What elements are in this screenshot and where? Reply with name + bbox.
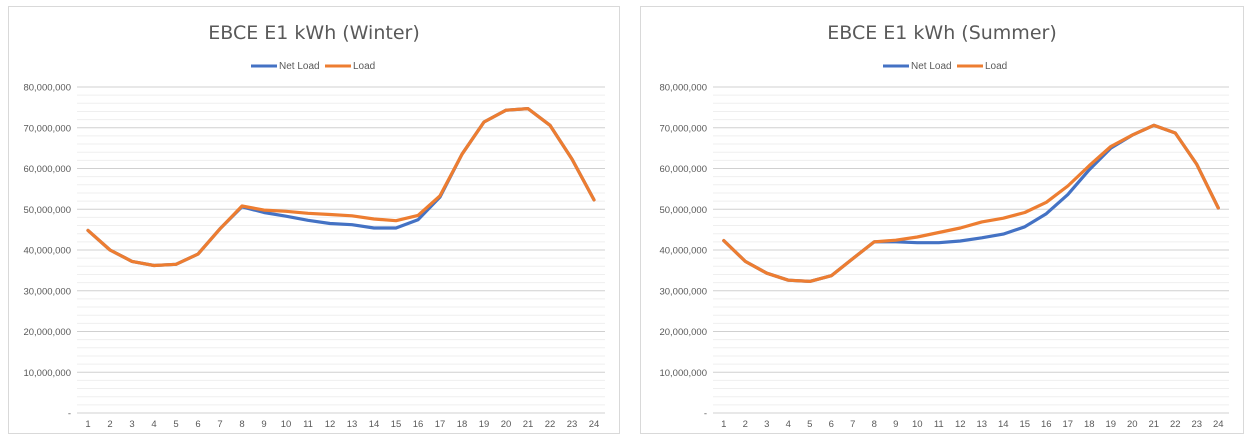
x-tick-label: 24 (589, 419, 600, 430)
legend-label-net-load: Net Load (911, 61, 952, 72)
x-tick-label: 19 (1105, 419, 1116, 430)
x-tick-label: 18 (1084, 419, 1095, 430)
y-tick-label: 60,000,000 (659, 164, 707, 175)
x-tick-label: 4 (151, 419, 156, 430)
y-tick-label: 30,000,000 (659, 286, 707, 297)
y-tick-label: 50,000,000 (659, 205, 707, 216)
y-tick-label: - (704, 409, 707, 420)
x-axis: 1 2 3 4 5 6 7 8 9 10 11 12 13 14 15 16 17 18 19 20 21 22 23 24 (85, 419, 599, 430)
y-tick-label: 70,000,000 (23, 123, 71, 134)
series-line-load (86, 106, 596, 268)
y-tick-label: 80,000,000 (659, 83, 707, 94)
y-tick-label: 60,000,000 (23, 164, 71, 175)
x-tick-label: 21 (523, 419, 534, 430)
legend-label-load: Load (985, 61, 1007, 72)
summer-chart-panel: EBCE E1 kWh (Summer) Net Load Load - 10,0… (640, 6, 1244, 434)
y-axis: - 10,000,000 20,000,000 30,000,000 40,000,00… (23, 83, 71, 420)
x-tick-label: 11 (303, 419, 313, 430)
chart-legend: Net Load Load (251, 61, 375, 72)
y-tick-label: 10,000,000 (23, 368, 71, 379)
x-tick-label: 3 (764, 419, 769, 430)
x-tick-label: 9 (261, 419, 266, 430)
x-tick-label: 11 (934, 419, 944, 430)
chart-title: EBCE E1 kWh (Winter) (208, 22, 420, 44)
x-tick-label: 5 (173, 419, 178, 430)
gridlines (77, 86, 605, 414)
x-tick-label: 8 (872, 419, 877, 430)
x-tick-label: 9 (893, 419, 898, 430)
gridlines (713, 86, 1229, 414)
x-tick-label: 17 (435, 419, 446, 430)
y-tick-label: 20,000,000 (23, 327, 71, 338)
x-tick-label: 22 (545, 419, 556, 430)
x-tick-label: 7 (217, 419, 222, 430)
x-tick-label: 16 (1041, 419, 1052, 430)
x-tick-label: 15 (391, 419, 402, 430)
x-tick-label: 13 (347, 419, 358, 430)
y-tick-label: 70,000,000 (659, 123, 707, 134)
x-axis: 1 2 3 4 5 6 7 8 9 10 11 12 13 14 15 16 17 18 19 20 21 22 23 24 (721, 419, 1223, 430)
y-tick-label: - (68, 409, 71, 420)
x-tick-label: 10 (281, 419, 292, 430)
legend-label-net-load: Net Load (279, 61, 320, 72)
x-tick-label: 23 (567, 419, 578, 430)
x-tick-label: 1 (721, 419, 726, 430)
y-tick-label: 10,000,000 (659, 368, 707, 379)
x-tick-label: 6 (829, 419, 834, 430)
y-tick-label: 50,000,000 (23, 205, 71, 216)
x-tick-label: 14 (998, 419, 1009, 430)
x-tick-label: 1 (85, 419, 90, 430)
x-tick-label: 10 (912, 419, 923, 430)
winter-chart-panel: EBCE E1 kWh (Winter) Net Load Load - 10,0… (8, 6, 620, 434)
x-tick-label: 2 (743, 419, 748, 430)
x-tick-label: 14 (369, 419, 380, 430)
x-tick-label: 2 (107, 419, 112, 430)
x-tick-label: 17 (1062, 419, 1073, 430)
x-tick-label: 4 (786, 419, 791, 430)
x-tick-label: 18 (457, 419, 468, 430)
x-tick-label: 5 (807, 419, 812, 430)
y-axis: - 10,000,000 20,000,000 30,000,000 40,000,00… (659, 83, 707, 420)
x-tick-label: 22 (1170, 419, 1181, 430)
y-tick-label: 80,000,000 (23, 83, 71, 94)
x-tick-label: 20 (1127, 419, 1138, 430)
y-tick-label: 20,000,000 (659, 327, 707, 338)
x-tick-label: 20 (501, 419, 512, 430)
x-tick-label: 12 (325, 419, 336, 430)
y-tick-label: 40,000,000 (659, 246, 707, 257)
x-tick-label: 7 (850, 419, 855, 430)
summer-chart-svg: EBCE E1 kWh (Summer) Net Load Load - 10,0… (659, 22, 1229, 430)
x-tick-label: 16 (413, 419, 424, 430)
chart-title: EBCE E1 kWh (Summer) (827, 22, 1056, 44)
x-tick-label: 24 (1213, 419, 1224, 430)
x-tick-label: 15 (1019, 419, 1030, 430)
series-line-load (722, 123, 1220, 283)
x-tick-label: 3 (129, 419, 134, 430)
x-tick-label: 12 (955, 419, 966, 430)
x-tick-label: 6 (195, 419, 200, 430)
x-tick-label: 8 (239, 419, 244, 430)
x-tick-label: 21 (1148, 419, 1159, 430)
winter-chart-svg: EBCE E1 kWh (Winter) Net Load Load - 10,0… (23, 22, 605, 430)
x-tick-label: 23 (1191, 419, 1202, 430)
y-tick-label: 30,000,000 (23, 286, 71, 297)
x-tick-label: 19 (479, 419, 490, 430)
y-tick-label: 40,000,000 (23, 246, 71, 257)
x-tick-label: 13 (976, 419, 987, 430)
legend-label-load: Load (353, 61, 375, 72)
chart-legend: Net Load Load (883, 61, 1007, 72)
